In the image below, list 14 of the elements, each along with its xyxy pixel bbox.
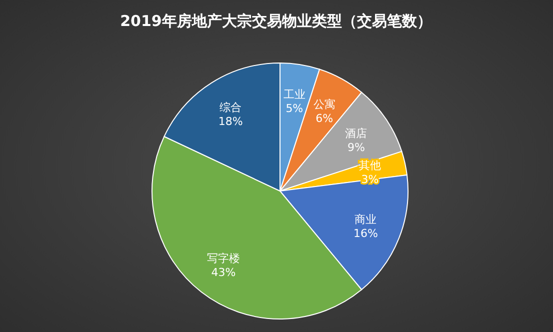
slice-label: 商业: [354, 212, 377, 226]
slice-label: 公寓: [313, 98, 336, 112]
chart-title: 2019年房地产大宗交易物业类型（交易笔数）: [120, 12, 432, 30]
slice-label: 工业: [283, 88, 306, 101]
data-label: 6%: [316, 112, 334, 126]
data-label: 5%: [286, 102, 304, 115]
data-label: 16%: [353, 226, 378, 240]
data-label: 9%: [347, 141, 365, 154]
slice-label: 写字楼: [207, 252, 240, 265]
slice-label: 酒店: [345, 127, 368, 140]
data-label: 3%: [361, 172, 379, 186]
data-label: 43%: [211, 266, 236, 279]
data-label: 18%: [218, 115, 243, 128]
slice-label: 综合: [220, 101, 242, 114]
